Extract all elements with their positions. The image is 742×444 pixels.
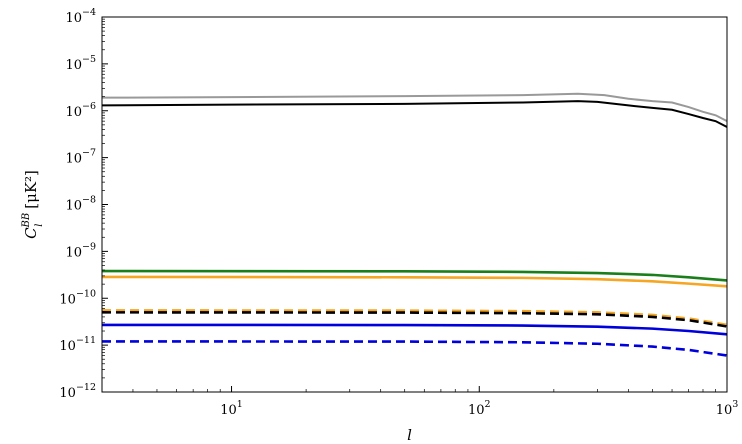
x-tick-label: 101 xyxy=(220,399,243,418)
x-tick-label: 103 xyxy=(716,399,739,418)
series-layer xyxy=(102,92,727,357)
y-tick-label: 10−7 xyxy=(65,148,96,167)
y-tick-label: 10−8 xyxy=(65,195,96,214)
labels-layer: 10−4 10−5 10−6 10−7 10−8 10−9 10−10 10−11 10−12 1… xyxy=(21,7,738,444)
ticks-layer xyxy=(101,16,728,393)
y-tick-label: 10−6 xyxy=(65,101,96,120)
series-line-0 xyxy=(102,92,727,123)
series-line-7 xyxy=(102,340,727,357)
series-line-1 xyxy=(102,100,727,128)
series-line-6 xyxy=(102,323,727,336)
series-line-5 xyxy=(102,311,727,328)
series-line-4 xyxy=(102,309,727,327)
series-line-3 xyxy=(102,275,727,288)
series-line-2 xyxy=(102,269,727,282)
y-tick-label: 10−10 xyxy=(59,288,96,307)
plot-frame xyxy=(101,16,728,393)
y-tick-label: 10−5 xyxy=(65,54,96,73)
y-tick-label: 10−4 xyxy=(65,7,96,26)
x-axis-label: l xyxy=(407,426,412,444)
y-axis-label: CBB l [μK²] xyxy=(21,170,45,239)
y-tick-label: 10−11 xyxy=(59,335,96,354)
y-tick-label: 10−12 xyxy=(59,382,96,401)
y-tick-label: 10−9 xyxy=(65,241,96,260)
x-tick-label: 102 xyxy=(468,399,491,418)
